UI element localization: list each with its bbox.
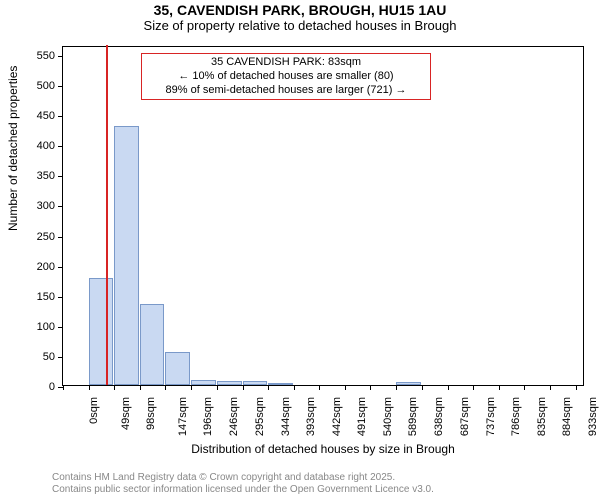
y-tick-label: 200: [37, 261, 63, 273]
histogram-bar: [165, 352, 190, 385]
x-tick-label: 491sqm: [356, 397, 368, 436]
x-tick: [396, 385, 397, 390]
y-tick-label: 50: [43, 351, 63, 363]
x-tick-label: 393sqm: [305, 397, 317, 436]
annotation-line: 35 CAVENDISH PARK: 83sqm: [148, 56, 424, 70]
y-tick-label: 300: [37, 200, 63, 212]
x-tick-label: 344sqm: [280, 397, 292, 436]
annotation-line: 89% of semi-detached houses are larger (…: [148, 84, 424, 98]
y-tick-label: 550: [37, 50, 63, 62]
x-tick: [294, 385, 295, 390]
x-tick-label: 540sqm: [382, 397, 394, 436]
x-tick-label: 737sqm: [485, 397, 497, 436]
y-axis-label: Number of detached properties: [6, 201, 20, 231]
x-tick-label: 786sqm: [510, 397, 522, 436]
x-tick-label: 442sqm: [331, 397, 343, 436]
footnote: Contains HM Land Registry data © Crown c…: [52, 472, 434, 496]
x-tick-label: 98sqm: [145, 397, 157, 430]
y-tick-label: 450: [37, 110, 63, 122]
x-tick: [422, 385, 423, 390]
x-tick: [524, 385, 525, 390]
annotation-line: ← 10% of detached houses are smaller (80…: [148, 70, 424, 84]
x-tick: [89, 385, 90, 390]
x-tick: [191, 385, 192, 390]
x-tick: [165, 385, 166, 390]
x-tick-label: 196sqm: [202, 397, 214, 436]
x-tick: [243, 385, 244, 390]
y-tick-label: 350: [37, 170, 63, 182]
plot-area: 0501001502002503003504004505005500sqm49s…: [62, 46, 584, 386]
y-tick-label: 100: [37, 321, 63, 333]
x-tick-label: 933sqm: [587, 397, 599, 436]
histogram-bar: [217, 381, 242, 385]
x-axis-label: Distribution of detached houses by size …: [62, 442, 584, 456]
x-tick-label: 49sqm: [120, 397, 132, 430]
y-tick-label: 250: [37, 231, 63, 243]
x-tick: [448, 385, 449, 390]
histogram-bar: [243, 381, 268, 385]
x-tick: [550, 385, 551, 390]
chart-container: 0 50 100 150 200 250 300 350 400 450 500 550 0sqm 49s…: [0, 0, 600, 500]
y-tick-label: 400: [37, 140, 63, 152]
x-tick-label: 147sqm: [177, 397, 189, 436]
x-tick: [473, 385, 474, 390]
x-tick: [576, 385, 577, 390]
x-tick: [370, 385, 371, 390]
x-tick: [268, 385, 269, 390]
x-tick: [345, 385, 346, 390]
x-tick-label: 589sqm: [408, 397, 420, 436]
histogram-bar: [140, 304, 165, 385]
y-tick-label: 500: [37, 80, 63, 92]
x-tick-label: 295sqm: [254, 397, 266, 436]
histogram-bar: [396, 382, 421, 385]
footnote-line-2: Contains public sector information licen…: [52, 484, 434, 496]
x-tick: [499, 385, 500, 390]
histogram-bar: [268, 383, 293, 385]
x-tick-label: 246sqm: [229, 397, 241, 436]
property-marker-line: [106, 45, 108, 385]
y-tick-label: 0: [49, 381, 63, 393]
x-tick-label: 687sqm: [459, 397, 471, 436]
x-tick-label: 884sqm: [562, 397, 574, 436]
x-tick: [114, 385, 115, 390]
y-tick-label: 150: [37, 291, 63, 303]
histogram-bar: [89, 278, 114, 385]
x-tick: [63, 385, 64, 390]
annotation-box: 35 CAVENDISH PARK: 83sqm← 10% of detache…: [141, 53, 431, 100]
x-tick: [217, 385, 218, 390]
footnote-line-1: Contains HM Land Registry data © Crown c…: [52, 472, 434, 484]
histogram-bar: [191, 380, 216, 385]
histogram-bar: [114, 126, 139, 385]
x-tick-label: 835sqm: [536, 397, 548, 436]
x-tick-label: 0sqm: [88, 397, 100, 424]
x-tick: [140, 385, 141, 390]
x-tick: [319, 385, 320, 390]
x-tick-label: 638sqm: [433, 397, 445, 436]
